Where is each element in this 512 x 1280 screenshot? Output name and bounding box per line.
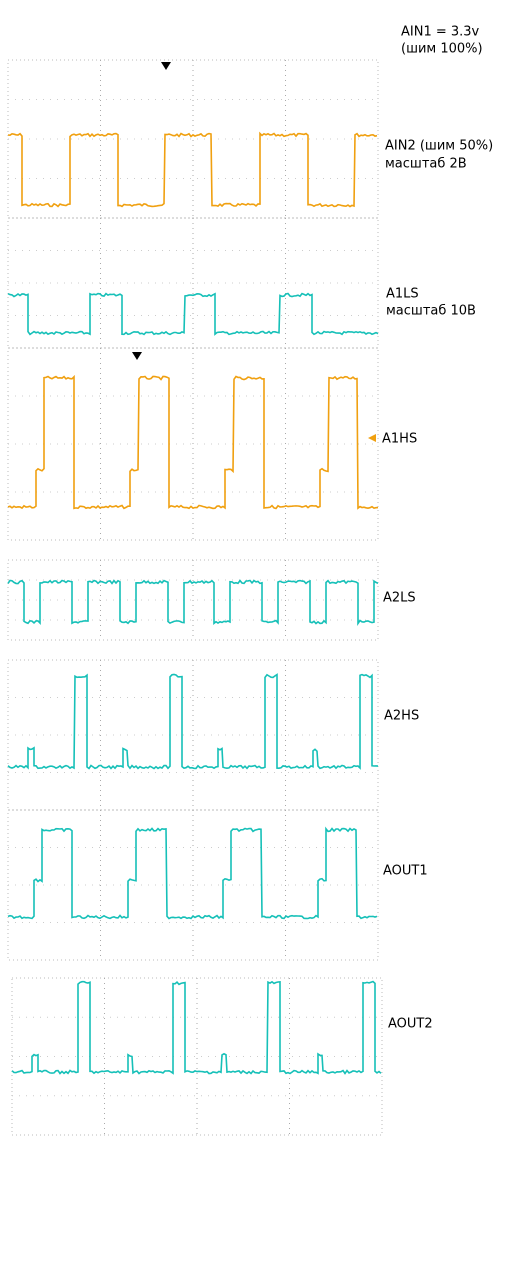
waveform bbox=[7, 292, 379, 336]
trigger-marker bbox=[132, 352, 142, 360]
label: AIN2 (шим 50%) bbox=[385, 139, 493, 154]
label: A2HS bbox=[384, 709, 419, 724]
waveform bbox=[7, 374, 379, 510]
label: A1LS bbox=[386, 287, 419, 302]
waveform bbox=[7, 131, 378, 208]
label: AOUT2 bbox=[388, 1017, 433, 1032]
label: масштаб 2В bbox=[385, 157, 467, 172]
trigger-marker bbox=[161, 62, 171, 70]
waveform bbox=[7, 579, 379, 626]
level-marker bbox=[368, 434, 376, 442]
label: AOUT1 bbox=[383, 864, 428, 879]
panels bbox=[7, 59, 383, 1136]
label: A1HS bbox=[382, 432, 417, 447]
panel-frame bbox=[7, 59, 379, 219]
label: A2LS bbox=[383, 591, 416, 606]
label: AIN1 = 3.3v bbox=[401, 25, 480, 40]
panel-frame bbox=[11, 977, 383, 1136]
label: масштаб 10В bbox=[386, 304, 476, 319]
waveform bbox=[11, 980, 382, 1075]
label: (шим 100%) bbox=[401, 42, 483, 57]
waveform bbox=[7, 673, 379, 770]
waveform bbox=[7, 826, 378, 920]
